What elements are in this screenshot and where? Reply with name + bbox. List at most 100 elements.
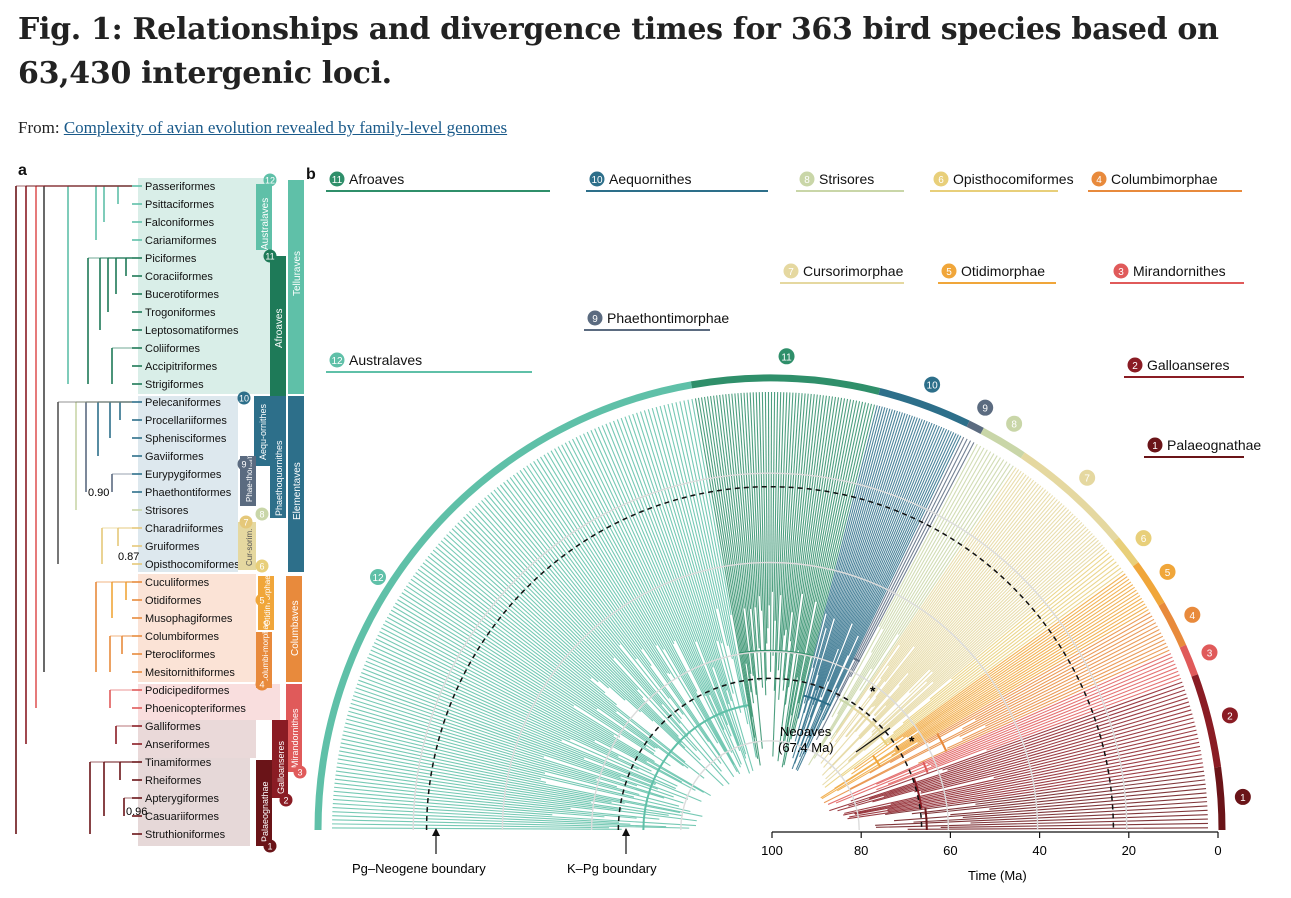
tip-branch [616, 419, 740, 747]
tip-branch [420, 565, 689, 769]
legend-clade-name: Columbimorphae [1111, 171, 1218, 187]
tip-branch [837, 420, 926, 650]
tip-branch [671, 402, 729, 646]
time-axis-tick-label: 40 [1032, 843, 1046, 858]
clade-outer-arc [1113, 537, 1139, 567]
telluraves-bar [288, 180, 304, 394]
tip-branch [782, 393, 809, 681]
tip-branch [789, 394, 818, 642]
tip-branch [354, 691, 638, 787]
tip-branch [352, 695, 545, 758]
tip-branch [940, 822, 1208, 828]
tip-branch [893, 558, 1115, 734]
tip-branch [823, 497, 1056, 768]
tip-branch [989, 788, 1207, 810]
legend-number: 5 [946, 267, 952, 278]
order-label: Piciformes [145, 253, 197, 265]
tip-branch [506, 479, 684, 715]
tip-branch [870, 449, 988, 653]
time-axis-tick-label: 60 [943, 843, 957, 858]
tip-branch [667, 403, 718, 609]
tip-branch [849, 758, 1203, 818]
tip-branch [700, 397, 753, 717]
tip-branch [906, 584, 1134, 738]
tip-branch [572, 438, 676, 642]
order-label: Sphenisciformes [145, 433, 227, 445]
tip-branch [346, 718, 680, 807]
clade-number: 11 [265, 252, 274, 262]
tip-branch [687, 399, 757, 758]
tip-branch [425, 559, 705, 779]
legend-clade-name: Mirandornithes [1133, 263, 1226, 279]
clade-arc [642, 704, 749, 831]
order-labels: Passeriformes Psittaciformes Falconiformes… [145, 181, 246, 841]
order-label: Tinamiformes [145, 757, 212, 769]
tip-branch [460, 519, 701, 761]
pg-neogene-arrow-head [432, 828, 440, 836]
tip-branch [868, 472, 1025, 691]
tip-branch [362, 668, 656, 786]
tip-branch [890, 615, 1153, 764]
tip-branch [797, 402, 867, 704]
tip-branch [793, 404, 876, 732]
clade-outer-arc [314, 381, 693, 831]
tip-branch [516, 472, 643, 650]
tip-branch [334, 778, 593, 810]
tip-branch [825, 533, 1093, 780]
tip-branch [872, 493, 1051, 708]
tip-branch [974, 622, 1157, 721]
legend-clade-name: Cursorimorphae [803, 263, 904, 279]
tip-branch [334, 782, 571, 810]
clade-number: 5 [1165, 568, 1171, 579]
tip-branch [499, 484, 637, 660]
legend-badge [1147, 437, 1163, 453]
tip-branch [333, 798, 553, 816]
tip-branch [902, 578, 1130, 738]
kpg-arrow-head [622, 828, 630, 836]
order-label: Gruiformes [145, 541, 200, 553]
tip-branch [860, 537, 1097, 750]
neoaves-pointer [855, 727, 891, 753]
clade-outer-arc [690, 374, 881, 395]
tip-branch [364, 664, 657, 785]
order-label: Podicipediformes [145, 685, 230, 697]
tip-branch [749, 392, 760, 597]
tip-branch [888, 570, 1124, 744]
tip-branch [913, 805, 1208, 823]
tip-branch [675, 402, 733, 660]
tip-branch [869, 479, 1035, 699]
legend-clade-name: Otidimorphae [961, 263, 1045, 279]
tip-branch [815, 400, 858, 602]
cursorim-label: Cur-sorim. [245, 529, 254, 566]
tip-branch [609, 422, 697, 642]
tip-branch [540, 456, 658, 646]
tip-branch [848, 539, 1099, 762]
order-label: Leptosomatiformes [145, 325, 239, 337]
tip-branch [837, 609, 1149, 792]
tip-branch [796, 398, 849, 678]
source-article-link[interactable]: Complexity of avian evolution revealed b… [63, 118, 508, 137]
tip-branch [985, 639, 1165, 727]
tip-branch [454, 525, 686, 749]
clade-number: 12 [265, 176, 275, 186]
tip-branch [807, 410, 896, 701]
clade-arc [880, 736, 888, 746]
tip-branch [703, 396, 761, 766]
tip-branch [851, 581, 1132, 775]
tip-branch [834, 478, 1032, 743]
tip-branch [887, 474, 1027, 667]
order-label: Rheiformes [145, 775, 202, 787]
tip-branch [345, 722, 546, 774]
tip-branch [801, 395, 830, 594]
palaeognathae-bg [138, 758, 250, 846]
order-label: Cuculiformes [145, 577, 210, 589]
tip-branch [547, 452, 665, 650]
tip-branch [386, 616, 647, 762]
clade-number-badge [255, 507, 269, 521]
neoaves-label: Neoaves [780, 724, 832, 739]
clade-number-badges: 12 11 10 9 8 7 6 5 4 3 2 1 [237, 173, 307, 853]
tip-branch [797, 413, 906, 746]
clade-number-badge [1201, 644, 1218, 661]
tip-branch [722, 394, 754, 676]
clade-number-badge [237, 457, 251, 471]
